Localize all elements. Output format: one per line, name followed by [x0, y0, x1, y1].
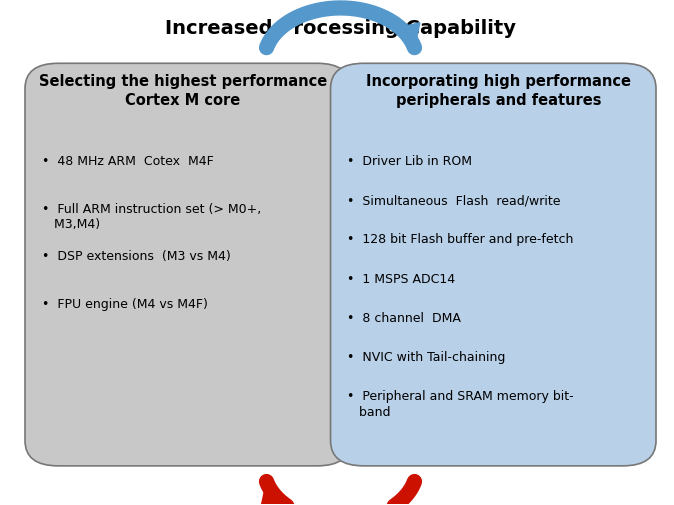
- Text: •  128 bit Flash buffer and pre-fetch: • 128 bit Flash buffer and pre-fetch: [347, 233, 574, 246]
- Text: Increased Processing Capability: Increased Processing Capability: [165, 19, 516, 38]
- Text: •  NVIC with Tail-chaining: • NVIC with Tail-chaining: [347, 350, 506, 364]
- Text: •  Peripheral and SRAM memory bit-
   band: • Peripheral and SRAM memory bit- band: [347, 390, 574, 418]
- Text: •  Simultaneous  Flash  read/write: • Simultaneous Flash read/write: [347, 194, 561, 207]
- FancyBboxPatch shape: [25, 64, 350, 466]
- Polygon shape: [392, 24, 420, 48]
- Text: •  Full ARM instruction set (> M0+,
   M3,M4): • Full ARM instruction set (> M0+, M3,M4…: [42, 203, 261, 231]
- Text: •  DSP extensions  (M3 vs M4): • DSP extensions (M3 vs M4): [42, 250, 231, 263]
- Text: •  8 channel  DMA: • 8 channel DMA: [347, 311, 461, 324]
- FancyBboxPatch shape: [330, 64, 656, 466]
- Text: Incorporating high performance
peripherals and features: Incorporating high performance periphera…: [366, 74, 631, 108]
- Polygon shape: [261, 482, 289, 505]
- Text: •  48 MHz ARM  Cotex  M4F: • 48 MHz ARM Cotex M4F: [42, 155, 214, 168]
- Text: •  1 MSPS ADC14: • 1 MSPS ADC14: [347, 272, 455, 285]
- Text: •  Driver Lib in ROM: • Driver Lib in ROM: [347, 155, 472, 168]
- Text: •  FPU engine (M4 vs M4F): • FPU engine (M4 vs M4F): [42, 298, 208, 311]
- Text: Selecting the highest performance
Cortex M core: Selecting the highest performance Cortex…: [38, 74, 327, 108]
